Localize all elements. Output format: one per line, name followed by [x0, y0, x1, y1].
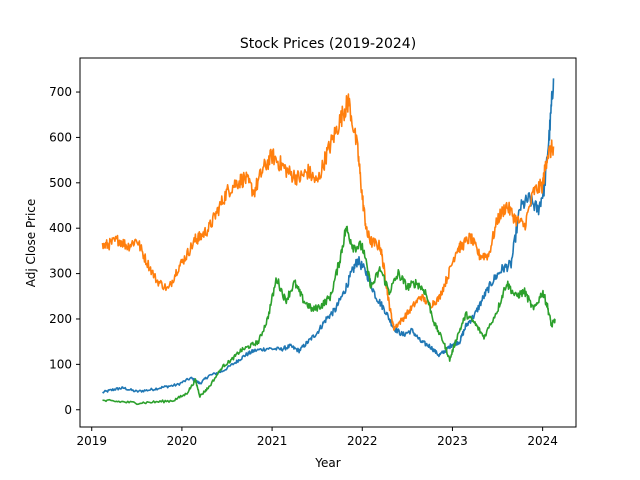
plot-area [101, 78, 556, 406]
y-tick-label: 500 [49, 176, 72, 190]
x-tick-label: 2020 [167, 434, 198, 448]
series-line-3 [102, 225, 556, 406]
y-tick-label: 0 [64, 403, 72, 417]
y-tick-label: 700 [49, 85, 72, 99]
x-tick-label: 2024 [527, 434, 558, 448]
x-tick-label: 2023 [437, 434, 468, 448]
axes: 2019 2020 2021 2022 2023 2024 0 100 200 300 400 500… [49, 57, 577, 448]
x-axis-title: Year [314, 456, 340, 470]
y-tick-label: 100 [49, 357, 72, 371]
series-line-2 [101, 93, 555, 331]
y-tick-label: 300 [49, 267, 72, 281]
chart-title: Stock Prices (2019-2024) [240, 36, 416, 52]
x-tick-label: 2021 [257, 434, 288, 448]
y-tick-label: 400 [49, 221, 72, 235]
x-tick-label: 2019 [76, 434, 107, 448]
series-line-1 [102, 78, 555, 394]
y-tick-label: 600 [49, 130, 72, 144]
y-axis-title: Adj Close Price [24, 199, 38, 288]
x-tick-label: 2022 [347, 434, 378, 448]
axes-frame [79, 57, 577, 428]
y-tick-label: 200 [49, 312, 72, 326]
